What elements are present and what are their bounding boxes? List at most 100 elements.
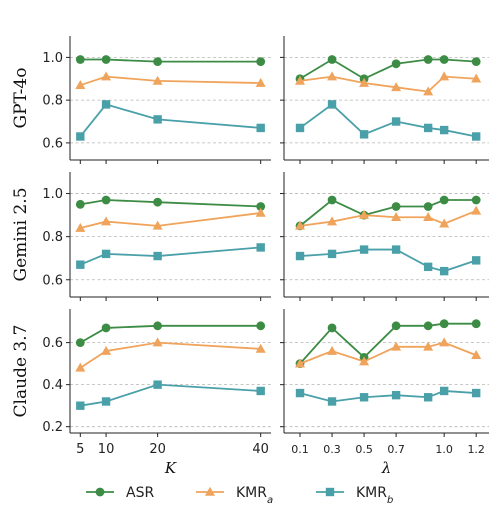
x-axis-label-right: λ xyxy=(381,459,392,477)
y-tick-label: 0.8 xyxy=(42,94,63,109)
data-point-asr xyxy=(391,202,401,211)
series-line-kmr-b xyxy=(79,246,261,266)
data-point-kmr-b xyxy=(76,132,85,141)
y-tick-label: 0.6 xyxy=(42,336,63,351)
data-point-kmr-a xyxy=(152,337,163,347)
data-point-asr xyxy=(471,319,481,329)
data-point-asr xyxy=(101,195,111,205)
data-point-kmr-b xyxy=(153,251,162,261)
data-point-asr xyxy=(471,57,481,67)
data-point-kmr-b xyxy=(256,123,265,133)
legend-label: KMRa xyxy=(236,485,273,506)
series-line-kmr-b xyxy=(299,248,477,273)
x-tick-label: 0.5 xyxy=(355,443,373,456)
legend-label: KMRb xyxy=(356,485,393,506)
data-point-kmr-a xyxy=(471,73,482,83)
x-tick-label: 1.2 xyxy=(467,443,485,456)
data-point-kmr-b xyxy=(101,100,111,109)
data-point-kmr-a xyxy=(359,77,370,87)
legend-label: ASR xyxy=(126,485,154,501)
x-tick-label: 10 xyxy=(98,442,115,457)
panel-claude-3-7-left: 0.2 0.4 0.6 5 10 20 40 xyxy=(42,309,271,457)
panel-gemini-2-5-right xyxy=(280,172,489,301)
data-point-kmr-b xyxy=(101,397,111,406)
series-line-kmr-b xyxy=(299,103,477,138)
data-point-kmr-b xyxy=(295,251,305,261)
legend-marker xyxy=(205,486,215,496)
panel-gemini-2-5-left: 0.6 0.8 1.0 xyxy=(42,172,271,301)
data-point-asr xyxy=(75,199,85,209)
series-line-kmr-a xyxy=(80,212,261,229)
y-tick-label: 1.0 xyxy=(42,51,63,66)
data-point-kmr-b xyxy=(327,397,337,406)
data-point-kmr-b xyxy=(295,123,305,133)
data-point-asr xyxy=(256,57,266,67)
data-point-asr xyxy=(471,195,481,205)
data-point-kmr-b xyxy=(295,388,305,398)
data-point-asr xyxy=(256,202,266,211)
data-point-kmr-b xyxy=(471,132,481,141)
row-label: GPT-4o xyxy=(11,68,31,129)
data-point-asr xyxy=(153,197,163,207)
data-point-kmr-b xyxy=(359,245,369,254)
data-point-kmr-a xyxy=(391,341,402,351)
data-point-kmr-b xyxy=(101,249,111,259)
data-point-kmr-b xyxy=(423,393,433,402)
y-tick-label: 1.0 xyxy=(42,187,63,202)
data-point-kmr-b xyxy=(423,262,433,272)
legend-item-kmr-a: KMRa xyxy=(196,485,273,506)
series-line-asr xyxy=(299,58,477,80)
data-point-kmr-a xyxy=(327,345,338,355)
data-point-kmr-a xyxy=(439,218,450,228)
data-point-kmr-a xyxy=(471,205,482,215)
series-line-kmr-a xyxy=(299,341,477,365)
data-point-kmr-a xyxy=(75,79,86,89)
series-line-kmr-a xyxy=(299,75,477,93)
series-line-asr xyxy=(80,199,261,208)
series-line-asr xyxy=(299,322,477,365)
data-point-asr xyxy=(327,55,337,64)
data-point-kmr-a xyxy=(327,216,338,226)
legend: ASR KMRa KMRb xyxy=(86,485,393,506)
data-point-kmr-a xyxy=(327,71,338,81)
panel-claude-3-7-right: 0.1 0.3 0.5 0.7 1.0 1.2 xyxy=(280,309,489,456)
data-point-kmr-b xyxy=(391,117,401,126)
panel-gpt-4o-left: 0.6 0.8 1.0 xyxy=(42,36,271,164)
data-point-kmr-a xyxy=(471,350,482,360)
data-point-kmr-a xyxy=(101,345,112,355)
data-point-asr xyxy=(423,321,433,331)
data-point-kmr-a xyxy=(152,220,163,230)
x-tick-label: 0.1 xyxy=(291,443,309,456)
data-point-kmr-a xyxy=(75,222,86,232)
data-point-asr xyxy=(423,55,433,64)
data-point-asr xyxy=(75,338,85,348)
data-point-kmr-b xyxy=(439,125,449,135)
row-label: Gemini 2.5 xyxy=(11,187,31,281)
series-line-asr xyxy=(79,324,261,344)
data-point-kmr-b xyxy=(153,380,162,389)
panel-gpt-4o-right xyxy=(280,36,489,164)
data-point-kmr-a xyxy=(101,216,112,226)
data-point-kmr-b xyxy=(153,115,162,124)
data-point-kmr-b xyxy=(439,266,449,276)
data-point-kmr-a xyxy=(439,337,450,347)
series-line-kmr-a xyxy=(80,75,261,87)
data-point-kmr-b xyxy=(256,243,265,252)
data-point-kmr-b xyxy=(359,393,369,402)
legend-marker xyxy=(325,487,335,497)
legend-item-asr: ASR xyxy=(86,485,154,501)
legend-marker xyxy=(95,487,105,497)
x-tick-label: 20 xyxy=(149,442,166,457)
series-line-kmr-a xyxy=(299,209,477,227)
data-point-asr xyxy=(439,55,449,64)
data-point-kmr-b xyxy=(256,386,265,396)
x-tick-label: 0.7 xyxy=(387,443,405,456)
data-point-kmr-b xyxy=(423,123,433,133)
series-line-asr xyxy=(80,58,261,63)
data-point-kmr-a xyxy=(359,356,370,366)
data-point-asr xyxy=(327,323,337,333)
series-line-kmr-a xyxy=(79,341,261,369)
data-point-kmr-a xyxy=(101,71,112,81)
data-point-asr xyxy=(153,321,163,331)
